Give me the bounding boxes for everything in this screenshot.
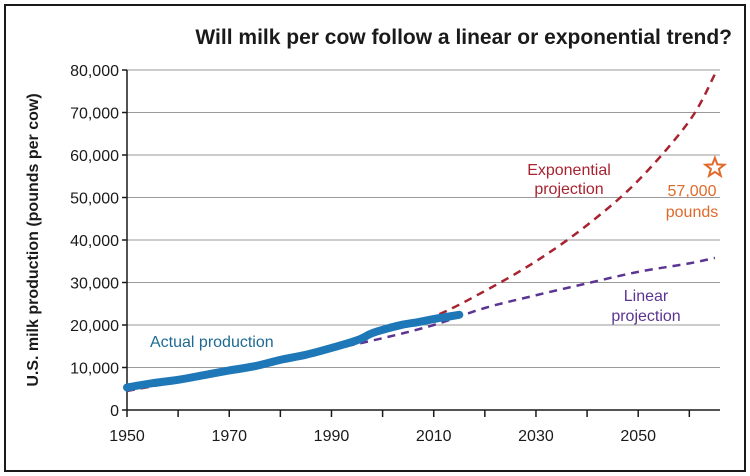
linear-label-line1: Linear bbox=[624, 288, 669, 305]
annotations: Actual production Exponential projection Li… bbox=[150, 154, 728, 351]
target-unit-label: pounds bbox=[666, 204, 719, 221]
y-tick-label: 50,000 bbox=[70, 191, 119, 208]
exponential-label-line1: Exponential bbox=[527, 162, 611, 179]
exponential-label-line2: projection bbox=[534, 181, 603, 198]
actual-production-line bbox=[123, 310, 464, 392]
target-value-label: 57,000 bbox=[668, 183, 717, 200]
x-tick-label: 2030 bbox=[518, 428, 554, 445]
actual-production-label: Actual production bbox=[150, 334, 274, 351]
y-tick-label: 70,000 bbox=[70, 106, 119, 123]
axes: 0 10,000 20,000 30,000 40,000 50,000 60,000 70,… bbox=[70, 63, 720, 445]
y-tick-label: 80,000 bbox=[70, 63, 119, 80]
y-axis-label: U.S. milk production (pounds per cow) bbox=[25, 93, 42, 386]
y-tick-label: 10,000 bbox=[70, 361, 119, 378]
series bbox=[123, 73, 716, 393]
linear-label-line2: projection bbox=[611, 308, 680, 325]
gridlines bbox=[127, 69, 720, 368]
x-tick-label: 1950 bbox=[109, 428, 145, 445]
y-tick-label: 40,000 bbox=[70, 233, 119, 250]
chart-title: Will milk per cow follow a linear or exp… bbox=[195, 26, 732, 49]
y-tick-label: 30,000 bbox=[70, 276, 119, 293]
x-tick-label: 2010 bbox=[416, 428, 452, 445]
y-tick-label: 60,000 bbox=[70, 148, 119, 165]
x-tick-label: 1990 bbox=[314, 428, 350, 445]
x-tick-label: 2050 bbox=[620, 428, 656, 445]
x-tick-label: 1970 bbox=[211, 428, 247, 445]
y-tick-label: 0 bbox=[110, 403, 119, 420]
y-tick-label: 20,000 bbox=[70, 318, 119, 335]
target-star-marker bbox=[702, 154, 728, 179]
